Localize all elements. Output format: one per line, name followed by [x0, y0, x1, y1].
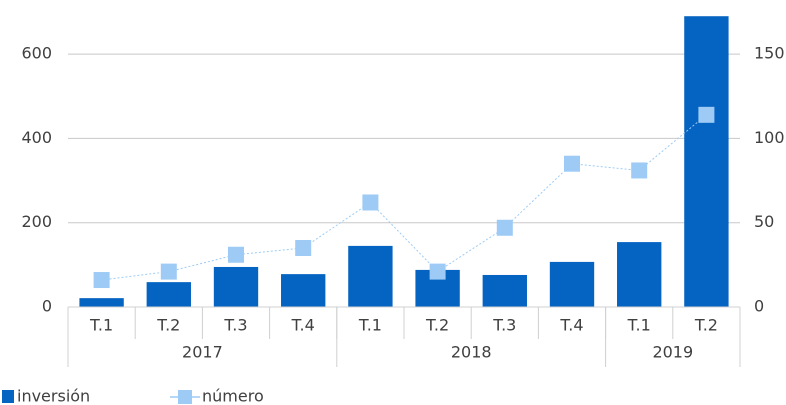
- x-tick-label: T.2: [694, 316, 718, 335]
- legend-swatch: [2, 390, 14, 403]
- x-tick-label: T.1: [627, 316, 651, 335]
- marker: [295, 240, 312, 256]
- x-tick-label: T.4: [291, 316, 315, 335]
- marker: [631, 162, 648, 179]
- y2-tick-label: 0: [754, 297, 764, 316]
- y2-tick-label: 50: [754, 212, 774, 231]
- bar: [146, 282, 191, 307]
- x-tick-label: T.4: [559, 316, 583, 335]
- bar: [617, 242, 662, 307]
- marker: [698, 106, 715, 123]
- y-tick-label: 200: [21, 212, 52, 231]
- bar: [213, 266, 259, 307]
- bar: [684, 16, 729, 307]
- bar: [281, 274, 326, 307]
- y-tick-label: 0: [42, 297, 52, 316]
- y2-tick-label: 150: [754, 44, 785, 63]
- bar: [348, 245, 393, 307]
- group-label: 2018: [451, 343, 492, 362]
- line: [101, 114, 707, 281]
- group-label: 2017: [182, 343, 223, 362]
- x-tick-label: T.2: [156, 316, 180, 335]
- marker: [429, 263, 446, 280]
- legend-swatch: [178, 390, 192, 404]
- y2-tick-label: 100: [754, 128, 785, 147]
- marker: [160, 263, 177, 280]
- x-tick-label: T.1: [89, 316, 113, 335]
- x-tick-label: T.3: [492, 316, 516, 335]
- x-tick-label: T.3: [223, 316, 247, 335]
- x-tick-label: T.2: [425, 316, 449, 335]
- legend-label: inversión: [17, 387, 90, 405]
- y-tick-label: 400: [21, 128, 52, 147]
- group-label: 2019: [652, 343, 693, 362]
- marker: [564, 155, 580, 172]
- bar: [482, 274, 527, 307]
- bar: [79, 298, 124, 307]
- marker: [93, 272, 110, 289]
- marker: [362, 194, 379, 211]
- marker: [228, 246, 244, 263]
- legend-label: número: [202, 387, 264, 405]
- bar: [549, 261, 595, 307]
- marker: [496, 219, 513, 236]
- x-tick-label: T.1: [358, 316, 382, 335]
- y-tick-label: 600: [21, 44, 52, 63]
